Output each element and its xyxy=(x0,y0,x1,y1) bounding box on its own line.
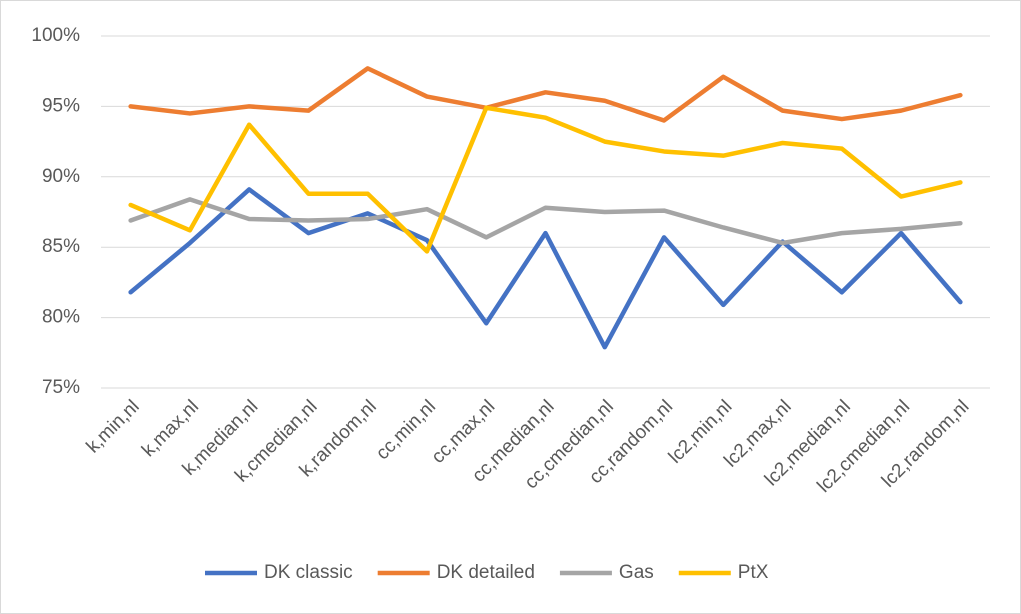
series-line xyxy=(128,66,963,123)
legend-label: PtX xyxy=(738,562,769,583)
y-tick-label: 75% xyxy=(42,377,80,398)
legend-label: Gas xyxy=(619,562,654,583)
y-tick-label: 80% xyxy=(42,307,80,328)
legend-label: DK classic xyxy=(264,562,353,583)
y-tick-label: 90% xyxy=(42,166,80,187)
y-tick-label: 95% xyxy=(42,95,80,116)
y-tick-label: 100% xyxy=(31,25,80,46)
series-line xyxy=(128,187,963,350)
series-line xyxy=(128,197,963,246)
y-tick-label: 85% xyxy=(42,236,80,257)
legend-label: DK detailed xyxy=(437,562,535,583)
series-line xyxy=(128,105,963,254)
